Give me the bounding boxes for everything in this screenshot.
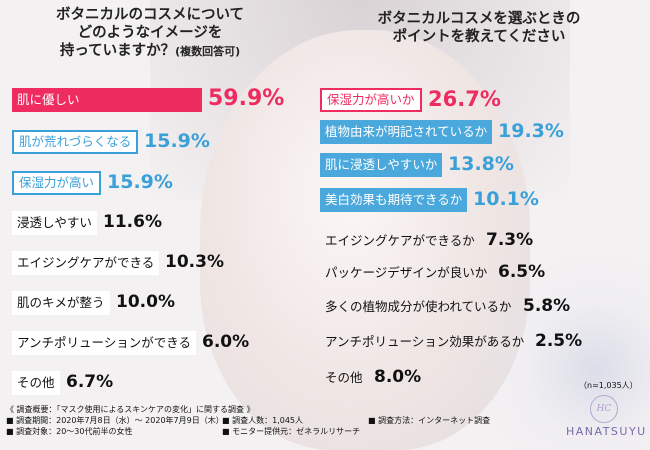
right-bar-value-label: 8.0% <box>374 367 422 387</box>
left-bar-value-label: 10.0% <box>116 292 175 312</box>
left-bar-category-label: 肌が荒れづらくなる <box>12 130 139 154</box>
left-bar-value-label: 10.3% <box>165 252 224 272</box>
survey-monitor: ■ モニター提供元：ゼネラルリサーチ <box>222 427 361 436</box>
left-bar-category-label: 保湿力が高い <box>12 171 102 195</box>
right-bar-value-label: 7.3% <box>486 230 534 250</box>
right-bar-category-label: 美白効果も期待できるか <box>320 188 468 212</box>
left-bar-value-label: 11.6% <box>103 212 162 232</box>
survey-notes: 《 調査概要：「マスク使用によるスキンケアの変化」に関する調査 》 ■ 調査期間… <box>6 404 506 437</box>
left-bar-category-label: その他 <box>12 371 60 395</box>
left-bar-value-label: 6.7% <box>66 372 114 392</box>
left-bar-category-label: アンチポリューションができる <box>12 331 197 355</box>
right-bar-value-label: 13.8% <box>448 153 514 175</box>
left-bar-category-label: 浸透しやすい <box>12 211 97 235</box>
left-bar-category-label: 肌のキメが整う <box>12 291 110 315</box>
left-bar-category-label: 肌に優しい <box>12 88 202 112</box>
left-bar-value-label: 6.0% <box>202 332 250 352</box>
brand-name: HANATSUYU <box>566 425 647 438</box>
left-bar-value-label: 15.9% <box>144 130 210 152</box>
right-bar-category-label: パッケージデザインが良いか <box>325 265 488 280</box>
survey-summary: 《 調査概要：「マスク使用によるスキンケアの変化」に関する調査 》 <box>6 405 255 414</box>
right-bar-value-label: 10.1% <box>473 188 539 210</box>
right-bar-category-label: その他 <box>325 370 363 385</box>
right-bar-category-label: 多くの植物成分が使われているか <box>325 299 512 314</box>
right-bar-category-label: 植物由来が明記されているか <box>320 120 493 144</box>
flower-decoration <box>470 250 650 450</box>
left-bar-value-label: 15.9% <box>107 171 173 193</box>
brand-logo-icon: HC <box>590 395 618 423</box>
survey-count: ■ 調査人数：1,045人 <box>222 416 304 425</box>
right-chart-title: ボタニカルコスメを選ぶときの ポイントを教えてください <box>377 11 581 45</box>
right-bar-value-label: 2.5% <box>535 331 583 351</box>
right-bar-value-label: 26.7% <box>428 87 501 111</box>
left-bar-value-label: 59.9% <box>208 86 285 111</box>
respondent-count: （n=1,035人） <box>579 381 638 390</box>
survey-target: ■ 調査対象：20～30代前半の女性 <box>6 427 133 436</box>
right-bar-category-label: アンチポリューション効果があるか <box>325 334 525 349</box>
survey-period: ■ 調査期間：2020年7月8日（水）～ 2020年7月9日（木） <box>6 416 224 425</box>
survey-method: ■ 調査方法：インターネット調査 <box>368 416 491 425</box>
right-bar-value-label: 19.3% <box>498 120 564 142</box>
left-bar-category-label: エイジングケアができる <box>12 251 160 275</box>
left-chart-title: ボタニカルのコスメについて どのようなイメージを 持っていますか？(複数回答可) <box>55 7 245 59</box>
right-bar-value-label: 6.5% <box>498 262 546 282</box>
right-bar-category-label: 保湿力が高いか <box>320 88 422 112</box>
right-bar-category-label: 肌に浸透しやすいか <box>320 153 443 177</box>
right-bar-value-label: 5.8% <box>523 296 571 316</box>
right-bar-category-label: エイジングケアができるか <box>325 233 475 248</box>
